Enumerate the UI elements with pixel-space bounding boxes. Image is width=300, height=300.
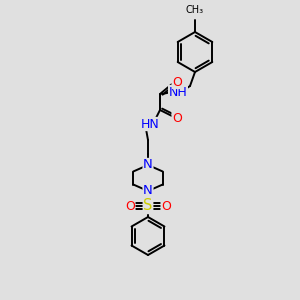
Text: N: N	[143, 184, 153, 197]
Text: N: N	[143, 158, 153, 172]
Text: O: O	[172, 112, 182, 124]
Text: O: O	[125, 200, 135, 212]
Text: O: O	[172, 76, 182, 88]
Text: HN: HN	[141, 118, 159, 130]
Text: NH: NH	[169, 85, 188, 98]
Text: O: O	[161, 200, 171, 212]
Text: S: S	[143, 199, 153, 214]
Text: CH₃: CH₃	[186, 5, 204, 15]
